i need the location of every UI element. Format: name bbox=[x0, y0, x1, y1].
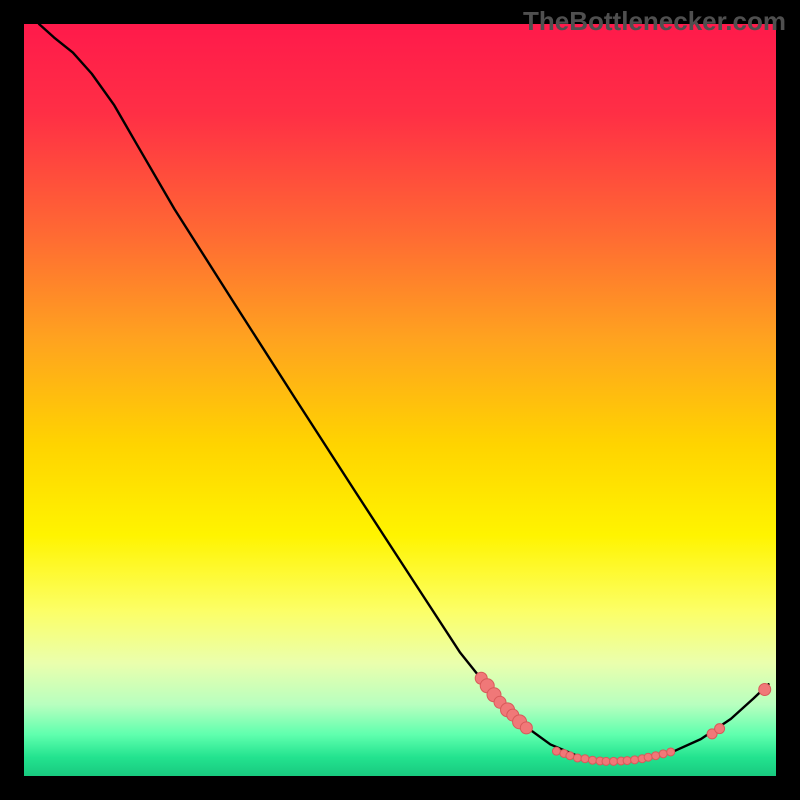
data-marker bbox=[644, 753, 652, 761]
chart-svg bbox=[24, 24, 776, 776]
chart-stage: TheBottlenecker.com bbox=[0, 0, 800, 800]
gradient-background bbox=[24, 24, 776, 776]
data-marker bbox=[573, 754, 581, 762]
data-marker bbox=[581, 755, 589, 763]
plot-area bbox=[24, 24, 776, 776]
data-marker bbox=[520, 722, 532, 734]
data-marker bbox=[759, 684, 771, 696]
data-marker bbox=[715, 724, 725, 734]
data-marker bbox=[623, 757, 631, 765]
data-marker bbox=[667, 748, 675, 756]
watermark-text: TheBottlenecker.com bbox=[523, 6, 786, 37]
data-marker bbox=[602, 757, 610, 765]
data-marker bbox=[652, 752, 660, 760]
data-marker bbox=[552, 747, 560, 755]
data-marker bbox=[659, 750, 667, 758]
data-marker bbox=[589, 756, 597, 764]
data-marker bbox=[566, 752, 574, 760]
data-marker bbox=[631, 756, 639, 764]
data-marker bbox=[610, 757, 618, 765]
